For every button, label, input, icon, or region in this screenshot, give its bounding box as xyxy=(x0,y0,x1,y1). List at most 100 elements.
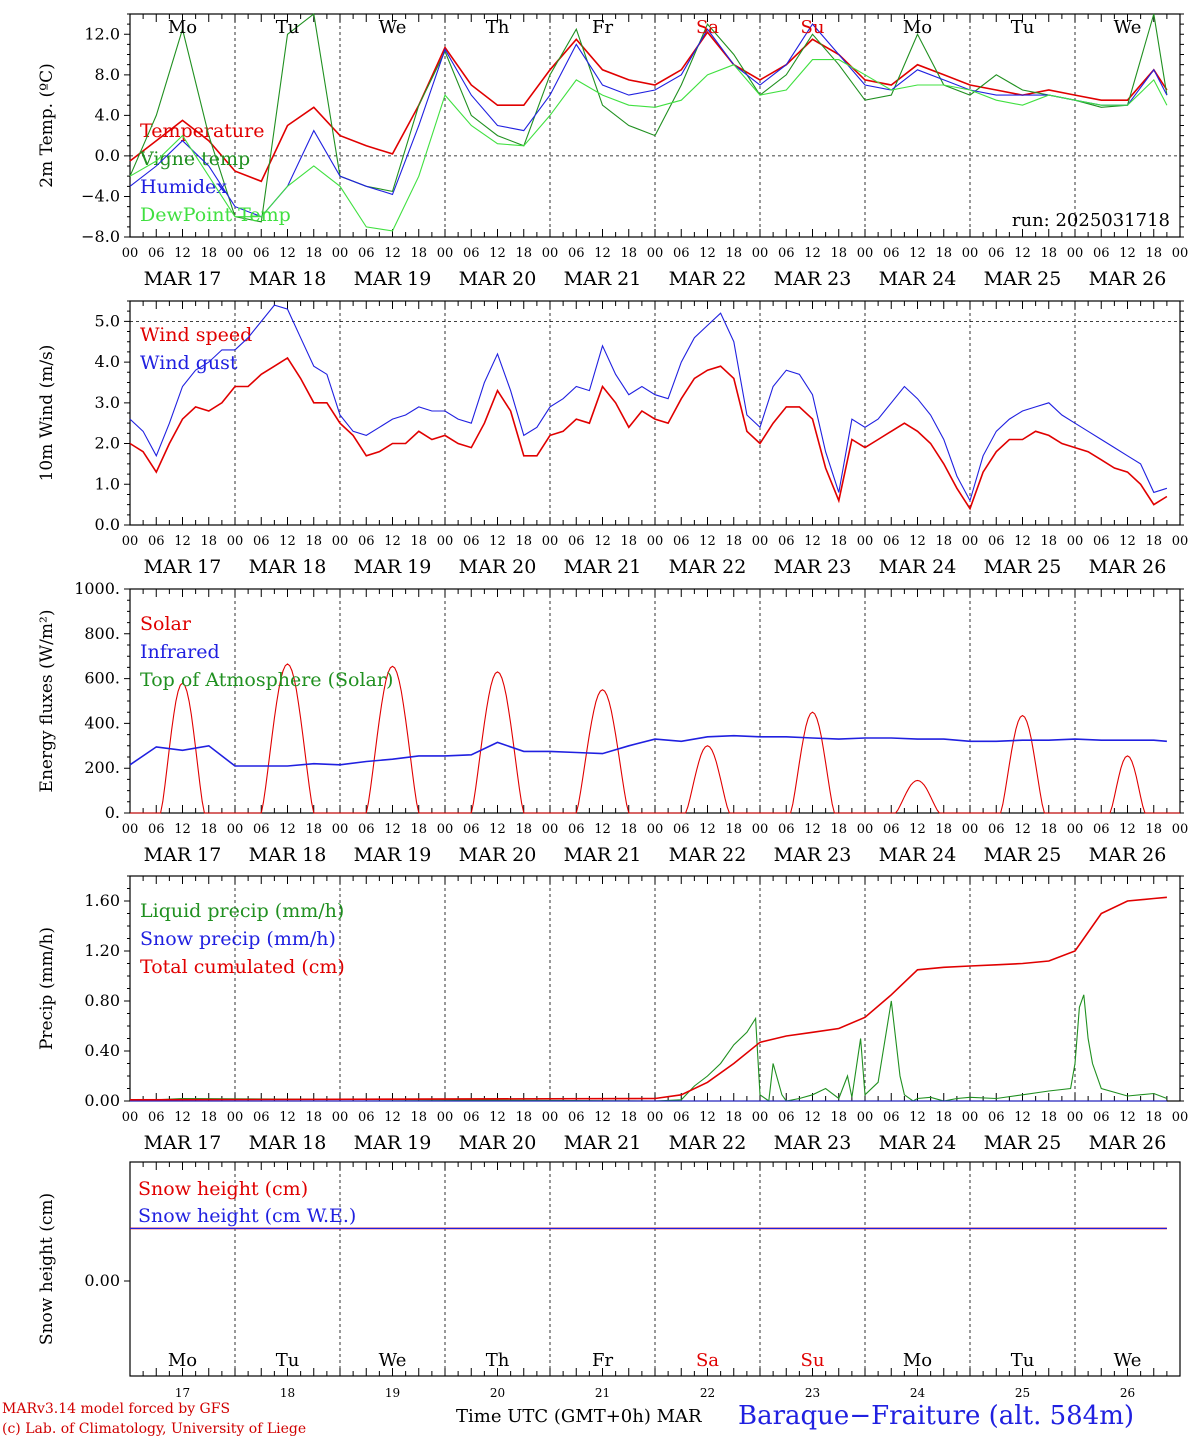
x-ticks xyxy=(129,301,1181,525)
date-label: MAR 19 xyxy=(354,844,432,866)
run-annotation: run: 2025031718 xyxy=(1012,210,1170,231)
hour-tick-label: 12 xyxy=(1119,1110,1136,1125)
x-ticks xyxy=(129,14,1181,237)
hour-tick-label: 00 xyxy=(962,246,979,261)
hour-tick-label: 18 xyxy=(305,822,322,837)
station-name: Baraque−Fraiture (alt. 584m) xyxy=(738,1401,1135,1431)
date-label: MAR 26 xyxy=(1089,556,1167,578)
hour-tick-label: 18 xyxy=(1145,1110,1162,1125)
hour-tick-label: 18 xyxy=(410,822,427,837)
hour-tick-label: 00 xyxy=(332,246,349,261)
hour-tick-label: 12 xyxy=(279,246,296,261)
hour-tick-label: 18 xyxy=(515,822,532,837)
hour-tick-label: 00 xyxy=(1067,246,1084,261)
hour-tick-label: 06 xyxy=(358,1110,375,1125)
hour-tick-label: 12 xyxy=(1119,534,1136,549)
hour-tick-label: 06 xyxy=(463,534,480,549)
y-tick-label: 0.40 xyxy=(84,1041,120,1060)
hour-tick-label: 12 xyxy=(1014,246,1031,261)
hour-tick-label: 12 xyxy=(174,246,191,261)
hour-tick-label: 12 xyxy=(1119,246,1136,261)
hour-tick-label: 18 xyxy=(515,1110,532,1125)
hour-tick-label: 06 xyxy=(568,534,585,549)
legend-entry: Snow height (cm) xyxy=(138,1178,308,1200)
hour-tick-label: 12 xyxy=(174,822,191,837)
hour-tick-label: 18 xyxy=(620,822,637,837)
time-axis-label: Time UTC (GMT+0h) MAR xyxy=(456,1406,702,1427)
hour-tick-label: 00 xyxy=(437,534,454,549)
hour-tick-label: 12 xyxy=(804,1110,821,1125)
hour-tick-label: 00 xyxy=(332,1110,349,1125)
day-number-label: 17 xyxy=(175,1386,190,1400)
hour-tick-label: 06 xyxy=(883,1110,900,1125)
hour-tick-label: 00 xyxy=(437,822,454,837)
date-label: MAR 25 xyxy=(984,1132,1062,1154)
date-label: MAR 26 xyxy=(1089,268,1167,290)
date-label: MAR 18 xyxy=(249,844,327,866)
hour-tick-label: 18 xyxy=(515,246,532,261)
hour-tick-label: 18 xyxy=(830,822,847,837)
hour-tick-label: 12 xyxy=(804,822,821,837)
hour-tick-label: 12 xyxy=(699,534,716,549)
hour-tick-label: 18 xyxy=(1040,534,1057,549)
hour-tick-label: 06 xyxy=(673,1110,690,1125)
hour-tick-label: 00 xyxy=(122,246,139,261)
date-label: MAR 22 xyxy=(669,1132,747,1154)
series-line-wind-gust xyxy=(129,304,1168,503)
lab-credit: (c) Lab. of Climatology, University of L… xyxy=(2,1421,307,1437)
date-label: MAR 18 xyxy=(249,268,327,290)
x-ticks xyxy=(129,589,1181,813)
legend-entry: Top of Atmosphere (Solar) xyxy=(140,669,393,691)
hour-tick-label: 18 xyxy=(830,1110,847,1125)
y-tick-label: 0. xyxy=(105,803,120,822)
day-name-label: Mo xyxy=(903,1350,932,1371)
y-tick-label: 1.20 xyxy=(84,941,120,960)
hour-tick-label: 18 xyxy=(1040,822,1057,837)
y-tick-label: 1.60 xyxy=(84,891,120,910)
hour-tick-label: 18 xyxy=(725,246,742,261)
y-tick-label: 3.0 xyxy=(95,393,120,412)
date-label: MAR 22 xyxy=(669,844,747,866)
hour-tick-label: 18 xyxy=(200,822,217,837)
day-name-label: Tu xyxy=(1011,1350,1035,1371)
legend-entry: Total cumulated (cm) xyxy=(140,956,345,978)
hour-tick-label: 12 xyxy=(909,534,926,549)
date-label: MAR 19 xyxy=(354,1132,432,1154)
date-label: MAR 17 xyxy=(144,556,222,578)
date-label: MAR 20 xyxy=(459,556,537,578)
y-tick-label: −8.0 xyxy=(81,227,120,246)
hour-tick-label: 12 xyxy=(489,1110,506,1125)
hour-tick-label: 06 xyxy=(253,822,270,837)
hour-tick-label: 18 xyxy=(935,534,952,549)
day-name-label: Th xyxy=(486,17,510,38)
day-name-label: Tu xyxy=(276,17,300,38)
hour-tick-label: 06 xyxy=(148,822,165,837)
plot-frame xyxy=(129,588,1181,814)
hour-tick-label: 18 xyxy=(725,1110,742,1125)
date-label: MAR 23 xyxy=(774,556,852,578)
hour-tick-label: 18 xyxy=(410,534,427,549)
day-name-label: Mo xyxy=(168,17,197,38)
hour-tick-label: 12 xyxy=(384,822,401,837)
y-tick-label: −4.0 xyxy=(81,186,120,205)
series-line-humidex xyxy=(129,23,1168,218)
hour-tick-label: 06 xyxy=(568,822,585,837)
hour-tick-label: 00 xyxy=(227,246,244,261)
hour-tick-label: 06 xyxy=(1093,246,1110,261)
hour-tick-label: 00 xyxy=(752,534,769,549)
y-tick-label: 600. xyxy=(84,669,120,688)
hour-tick-label: 06 xyxy=(463,246,480,261)
date-label: MAR 19 xyxy=(354,268,432,290)
hour-tick-label: 06 xyxy=(253,1110,270,1125)
date-label: MAR 24 xyxy=(879,556,957,578)
date-label: MAR 23 xyxy=(774,1132,852,1154)
hour-tick-label: 18 xyxy=(830,534,847,549)
date-label: MAR 20 xyxy=(459,844,537,866)
hour-tick-label: 12 xyxy=(489,822,506,837)
y-tick-label: 400. xyxy=(84,713,120,732)
hour-tick-label: 18 xyxy=(305,1110,322,1125)
hour-tick-label: 12 xyxy=(1014,534,1031,549)
hour-tick-label: 00 xyxy=(752,822,769,837)
day-name-label: Su xyxy=(801,1350,825,1371)
y-tick-label: 0.0 xyxy=(95,146,120,165)
